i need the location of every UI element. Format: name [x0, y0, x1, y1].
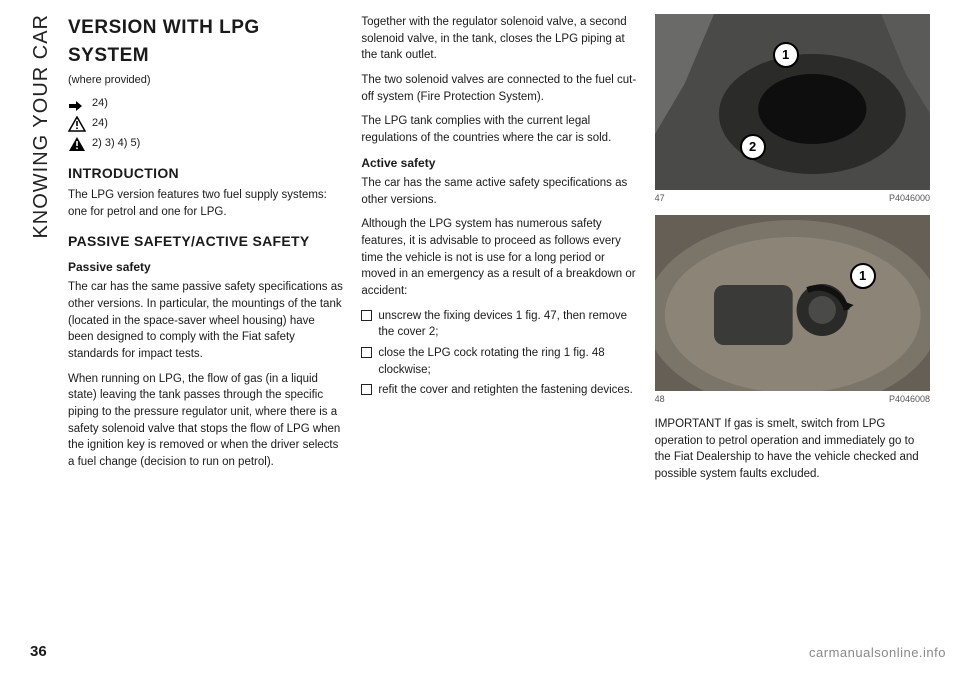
icon-ref-caution: 2) 3) 4) 5): [68, 135, 343, 153]
icon-ref-hand: 24): [68, 95, 343, 113]
bullet-2-text: close the LPG cock rotating the ring 1 f…: [378, 345, 636, 378]
warning-icon: [68, 115, 86, 133]
bullet-2: close the LPG cock rotating the ring 1 f…: [361, 345, 636, 378]
page-content: VERSION WITH LPG SYSTEM (where provided)…: [68, 14, 930, 634]
paragraph-passive-2: When running on LPG, the flow of gas (in…: [68, 371, 343, 471]
paragraph-c2-2: The two solenoid valves are connected to…: [361, 72, 636, 105]
subheading-active: Active safety: [361, 155, 636, 172]
paragraph-intro: The LPG version features two fuel supply…: [68, 187, 343, 220]
watermark: carmanualsonline.info: [809, 645, 946, 660]
column-2: Together with the regulator solenoid val…: [361, 14, 636, 634]
heading-title: VERSION WITH LPG SYSTEM: [68, 14, 343, 69]
figure-47-number: 47: [655, 192, 665, 205]
caution-icon: [68, 135, 86, 153]
column-3: 1 2 47 P4046000 1 48 P4046008 IMPORTA: [655, 14, 930, 634]
paragraph-passive-1: The car has the same passive safety spec…: [68, 279, 343, 362]
figure-47-code: P4046000: [889, 192, 930, 205]
callout-1: 1: [850, 263, 876, 289]
hand-icon: [68, 95, 86, 113]
icon-ref-warning: 24): [68, 115, 343, 133]
figure-48-number: 48: [655, 393, 665, 406]
icon-ref-hand-text: 24): [92, 96, 108, 112]
section-tab: KNOWING YOUR CAR: [30, 14, 53, 239]
icon-ref-caution-text: 2) 3) 4) 5): [92, 136, 140, 152]
bullet-1: unscrew the fixing devices 1 fig. 47, th…: [361, 308, 636, 341]
subtitle: (where provided): [68, 73, 343, 89]
paragraph-c2-4: The car has the same active safety speci…: [361, 175, 636, 208]
figure-48-caption: 48 P4046008: [655, 393, 930, 406]
paragraph-c2-5: Although the LPG system has numerous saf…: [361, 216, 636, 299]
figure-47-caption: 47 P4046000: [655, 192, 930, 205]
bullet-3: refit the cover and retighten the fasten…: [361, 382, 636, 399]
subheading-passive: Passive safety: [68, 259, 343, 276]
bullet-3-text: refit the cover and retighten the fasten…: [378, 382, 632, 399]
heading-introduction: INTRODUCTION: [68, 163, 343, 183]
paragraph-important: IMPORTANT If gas is smelt, switch from L…: [655, 416, 930, 483]
callout-1: 1: [773, 42, 799, 68]
figure-48: 1: [655, 215, 930, 391]
bullet-square-icon: [361, 384, 372, 395]
column-1: VERSION WITH LPG SYSTEM (where provided)…: [68, 14, 343, 634]
paragraph-c2-3: The LPG tank complies with the current l…: [361, 113, 636, 146]
page-number: 36: [30, 643, 47, 660]
callout-2: 2: [740, 134, 766, 160]
icon-ref-warning-text: 24): [92, 116, 108, 132]
figure-48-code: P4046008: [889, 393, 930, 406]
paragraph-c2-1: Together with the regulator solenoid val…: [361, 14, 636, 64]
bullet-1-text: unscrew the fixing devices 1 fig. 47, th…: [378, 308, 636, 341]
bullet-square-icon: [361, 347, 372, 358]
heading-passive-active: PASSIVE SAFETY/ACTIVE SAFETY: [68, 231, 343, 251]
figure-47: 1 2: [655, 14, 930, 190]
bullet-square-icon: [361, 310, 372, 321]
